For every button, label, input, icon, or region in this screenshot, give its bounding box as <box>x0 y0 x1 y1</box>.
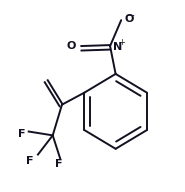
Text: F: F <box>26 156 33 166</box>
Text: −: − <box>127 11 135 21</box>
Text: F: F <box>56 159 63 169</box>
Text: +: + <box>118 38 125 47</box>
Text: N: N <box>113 42 122 52</box>
Text: F: F <box>18 129 25 139</box>
Text: O: O <box>125 14 134 24</box>
Text: O: O <box>67 41 76 51</box>
